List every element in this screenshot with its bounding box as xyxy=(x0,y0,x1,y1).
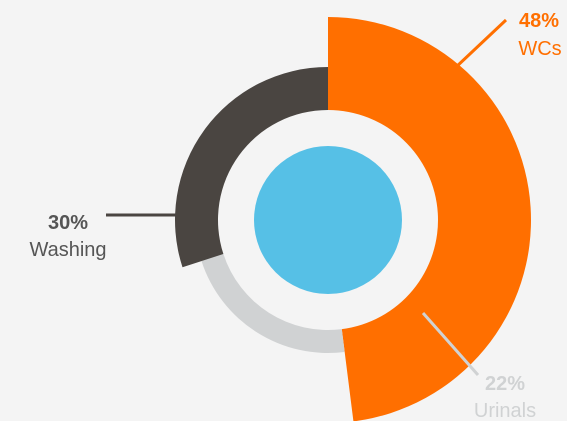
value-label-urinals: 22% xyxy=(485,373,525,395)
slice-urinals xyxy=(201,253,345,353)
leader-lines-group xyxy=(106,18,508,376)
category-label-washing: Washing xyxy=(29,239,106,261)
labels-group: 48% WCs 22% Urinals 30% Washing xyxy=(29,10,561,421)
category-label-urinals: Urinals xyxy=(474,400,536,421)
slices-group xyxy=(175,17,531,421)
leader-line-wcs xyxy=(453,18,508,70)
center-disc xyxy=(254,146,402,294)
slice-washing xyxy=(175,67,328,268)
value-label-washing: 30% xyxy=(48,212,88,234)
leader-line-urinals xyxy=(421,312,480,376)
category-label-wcs: WCs xyxy=(518,38,561,60)
slice-wcs xyxy=(328,17,531,421)
value-label-wcs: 48% xyxy=(519,10,559,32)
